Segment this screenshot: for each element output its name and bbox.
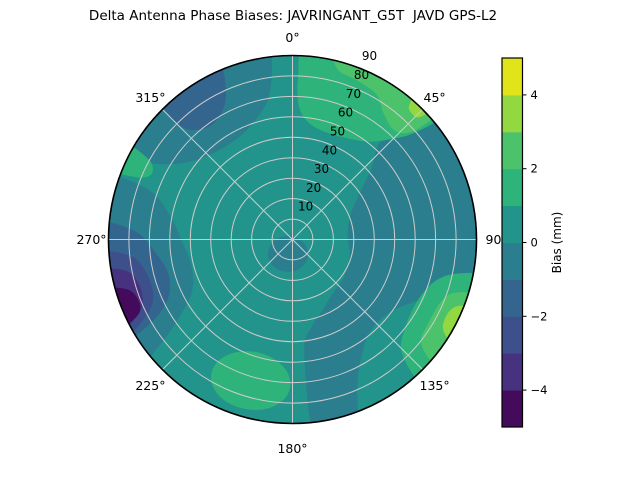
contour-region-right-dark-teal [304,114,477,424]
colorbar-segment [502,131,523,170]
radial-tick-label: 80 [354,68,369,82]
theta-label-90: 90 [486,232,502,247]
colorbar-segment [502,353,523,391]
radial-tick-label: 90 [362,49,377,63]
chart-title: Delta Antenna Phase Biases: JAVRINGANT_G… [88,8,498,24]
grid-spoke [162,239,293,370]
colorbar-tick-label: 4 [531,88,538,102]
colorbar-segment [502,205,523,243]
colorbar-segment [502,390,523,428]
theta-labels: 0° 45° 90 135° 180° 225° 270° 315° [76,30,501,456]
colorbar-segment [502,279,523,317]
contour-region-center-dark-teal [268,236,309,272]
grid-spoke [162,109,293,240]
radial-tick-label: 10 [298,200,313,214]
theta-label-315: 315° [135,90,165,105]
radial-tick-label: 30 [314,162,329,176]
theta-label-225: 225° [135,378,165,393]
colorbar-segment [502,242,523,280]
radial-tick-labels: 10 20 30 40 50 60 70 80 90 [298,49,377,214]
theta-label-135: 135° [420,378,450,393]
radial-tick-label: 50 [330,124,345,138]
colorbar-tick-label: −4 [531,383,548,397]
colorbar-segment [502,316,523,354]
colorbar-segment [502,168,523,207]
outer-rim [107,54,478,425]
radial-tick-label: 60 [338,106,353,120]
theta-label-0: 0° [285,30,299,45]
radial-tick-label: 70 [346,87,361,101]
colorbar-segment [502,94,523,133]
grid-spoke [292,239,423,370]
polar-grid [108,55,477,424]
colorbar: 4 2 0 −2 −4 Bias (mm) [501,57,564,428]
colorbar-tick-label: 2 [531,162,538,176]
theta-label-180: 180° [277,441,307,456]
colorbar-tick-label: −2 [531,309,548,323]
grid-spoke [292,109,423,240]
colorbar-segment [502,58,523,96]
radial-tick-label: 20 [306,181,321,195]
theta-label-45: 45° [424,90,446,105]
contour-region-bottom-green-blob [210,351,291,410]
colorbar-tick-label: 0 [531,236,538,250]
radial-tick-label: 40 [322,143,337,157]
colorbar-axis-label: Bias (mm) [550,212,564,274]
theta-label-270: 270° [76,232,106,247]
